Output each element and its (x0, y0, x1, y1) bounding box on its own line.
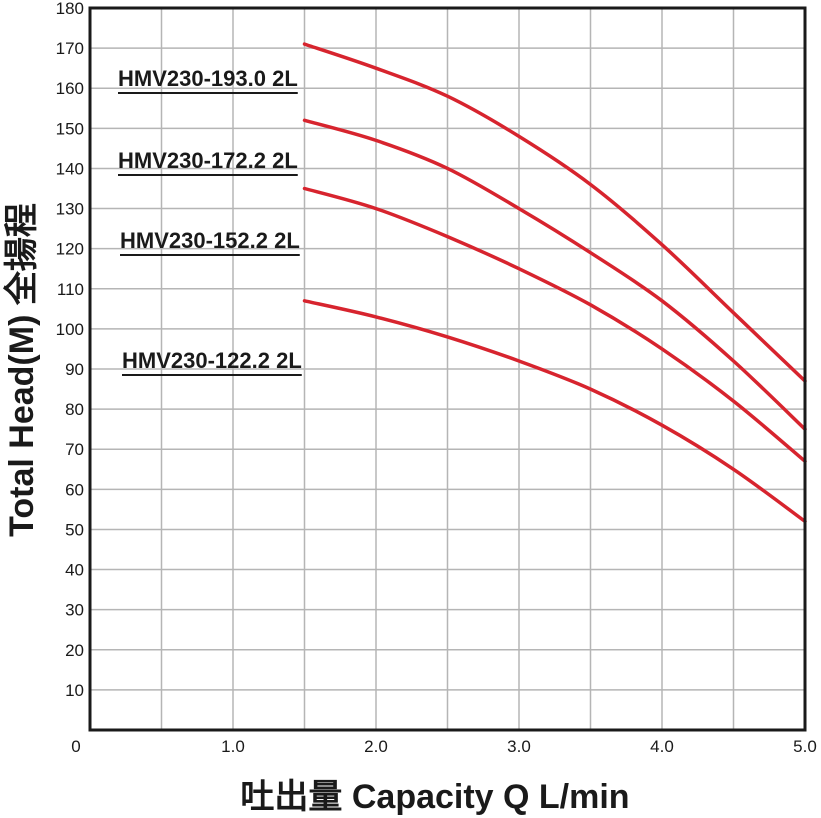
series-label-4: HMV230-122.2 2L (122, 348, 302, 373)
x-tick-label: 4.0 (650, 737, 674, 756)
tick-labels: 10 20 30 40 50 60 70 80 90 100 110 120 130 140 150 160 1… (56, 0, 817, 756)
series-line-2 (302, 118, 807, 431)
y-tick-label: 20 (65, 641, 84, 660)
x-tick-label: 2.0 (364, 737, 388, 756)
y-tick-label: 40 (65, 561, 84, 580)
y-tick-label: 60 (65, 480, 84, 499)
x-tick-label: 3.0 (507, 737, 531, 756)
x-tick-label: 0 (71, 737, 80, 756)
series-label-2: HMV230-172.2 2L (118, 148, 298, 173)
grid (90, 8, 805, 730)
y-tick-label: 90 (65, 360, 84, 379)
y-tick-label: 130 (56, 200, 84, 219)
y-tick-label: 150 (56, 119, 84, 138)
y-tick-label: 70 (65, 440, 84, 459)
y-tick-label: 170 (56, 39, 84, 58)
y-axis-title: Total Head(M) 全揚程 (2, 203, 41, 537)
series-line-4 (302, 299, 807, 524)
series-lines (302, 42, 807, 524)
y-tick-label: 30 (65, 601, 84, 620)
series-label-3: HMV230-152.2 2L (120, 228, 300, 253)
series-line-3 (302, 186, 807, 464)
x-tick-label: 1.0 (221, 737, 245, 756)
y-tick-label: 10 (65, 681, 84, 700)
y-tick-label: 140 (56, 159, 84, 178)
y-tick-label: 180 (56, 0, 84, 18)
y-tick-label: 160 (56, 79, 84, 98)
y-tick-label: 100 (56, 320, 84, 339)
series-label-1: HMV230-193.0 2L (118, 66, 298, 91)
x-tick-label: 5.0 (793, 737, 817, 756)
plot-frame (88, 6, 807, 732)
y-tick-label: 110 (57, 280, 84, 299)
series-line-1 (302, 42, 807, 383)
y-tick-label: 120 (56, 240, 84, 259)
y-tick-label: 80 (65, 400, 84, 419)
series-labels: HMV230-193.0 2L HMV230-172.2 2L HMV230-152… (118, 66, 302, 376)
y-tick-label: 50 (65, 520, 84, 539)
x-axis-title: 吐出量 Capacity Q L/min (240, 778, 629, 816)
